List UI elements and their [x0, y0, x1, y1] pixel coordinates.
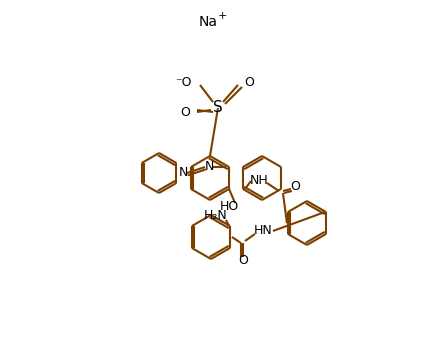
Text: NH: NH [249, 174, 268, 187]
Text: O: O [289, 181, 299, 194]
Text: +: + [217, 11, 226, 21]
Text: Na: Na [198, 15, 217, 29]
Text: O: O [180, 107, 190, 119]
Text: N: N [204, 161, 213, 174]
Text: N: N [178, 166, 187, 179]
Text: O: O [237, 254, 247, 268]
Text: ⁻O: ⁻O [175, 75, 191, 88]
Text: HN: HN [253, 225, 272, 237]
Text: O: O [243, 75, 253, 88]
Text: HO: HO [219, 201, 238, 214]
Text: H₂N: H₂N [204, 210, 227, 222]
Text: S: S [212, 100, 222, 115]
